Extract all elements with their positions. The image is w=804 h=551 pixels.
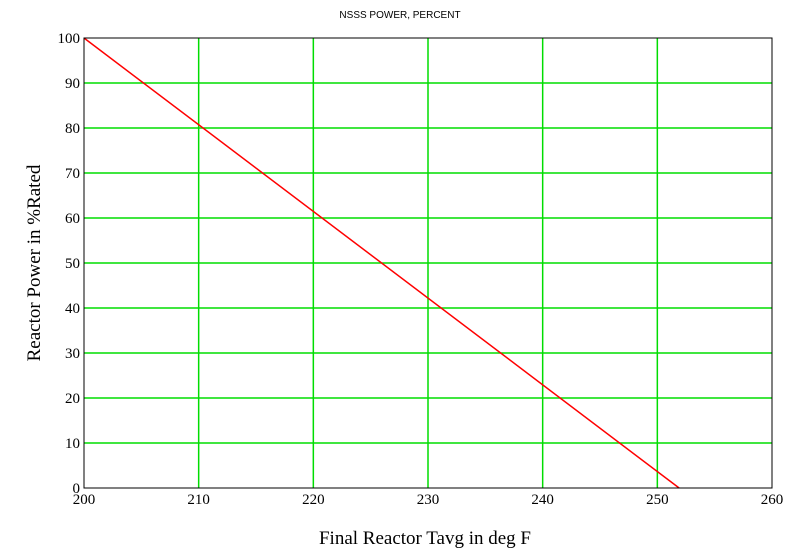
y-tick-label: 50 — [65, 256, 80, 272]
plot-frame — [83, 37, 773, 489]
y-tick-label: 0 — [73, 481, 81, 497]
y-tick-label: 80 — [65, 121, 80, 137]
series-line — [83, 37, 680, 489]
x-tick-label: 210 — [187, 492, 210, 508]
y-tick-label: 60 — [65, 211, 80, 227]
y-tick-label: 90 — [65, 76, 80, 92]
y-tick-label: 10 — [65, 436, 80, 452]
x-tick-label: 260 — [761, 492, 784, 508]
y-tick-label: 30 — [65, 346, 80, 362]
y-axis-label: Reactor Power in %Rated — [24, 164, 45, 361]
x-tick-label: 250 — [646, 492, 669, 508]
series-layer — [83, 37, 680, 489]
x-tick-label: 220 — [302, 492, 325, 508]
x-axis-label: Final Reactor Tavg in deg F — [319, 528, 531, 549]
y-tick-label: 20 — [65, 391, 80, 407]
y-tick-label: 100 — [58, 31, 81, 47]
y-tick-labels: 0 10 20 30 40 50 60 70 80 90 100 — [58, 31, 81, 497]
grid-lines — [84, 38, 772, 488]
x-tick-labels: 200 210 220 230 240 250 260 — [73, 492, 784, 508]
x-tick-label: 240 — [531, 492, 554, 508]
x-tick-label: 200 — [73, 492, 96, 508]
y-tick-label: 70 — [65, 166, 80, 182]
y-tick-label: 40 — [65, 301, 80, 317]
x-tick-label: 230 — [417, 492, 440, 508]
chart-title: NSSS POWER, PERCENT — [339, 10, 460, 21]
